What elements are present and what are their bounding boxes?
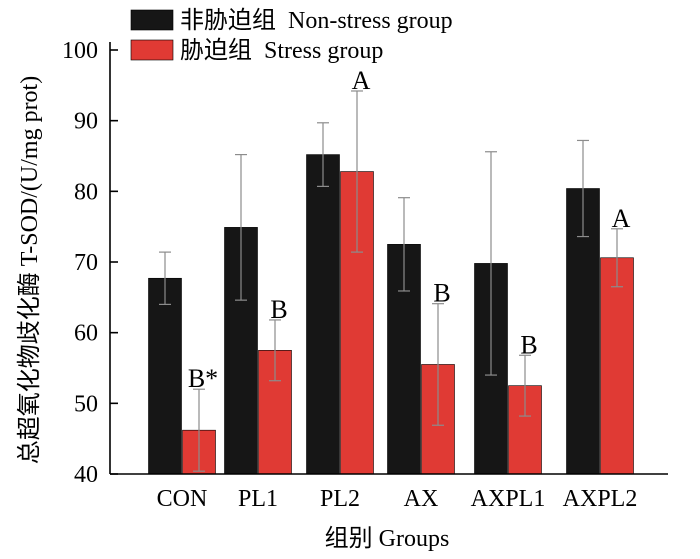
significance-label: A: [612, 204, 631, 233]
bar-stress-axpl2: [600, 257, 634, 475]
y-axis: 40 50 60 70 80 90 100: [62, 38, 118, 488]
bars-group: [148, 154, 634, 475]
y-tick-label: 50: [74, 391, 98, 417]
significance-label: B: [433, 279, 450, 308]
y-axis-title: 总超氧化物歧化酶 T-SOD/(U/mg prot): [16, 76, 43, 464]
significance-label: A: [352, 66, 371, 95]
x-axis: CON PL1 PL2 AX AXPL1 AXPL2: [110, 473, 668, 512]
x-tick-label: AXPL1: [471, 486, 546, 512]
legend: 非胁迫组 Non-stress group 胁迫组 Stress group: [130, 7, 453, 64]
legend-swatch-non-stress: [130, 9, 174, 31]
bar-non-stress-con: [148, 277, 182, 475]
annotations-group: B* B A B B A: [188, 66, 631, 393]
y-tick-label: 60: [74, 321, 98, 347]
legend-label-non-stress: 非胁迫组 Non-stress group: [180, 7, 453, 34]
significance-label: B*: [188, 364, 218, 393]
legend-label-stress: 胁迫组 Stress group: [180, 37, 383, 64]
x-axis-title: 组别 Groups: [325, 525, 450, 552]
x-tick-label: AX: [404, 486, 439, 512]
x-tick-label: PL2: [320, 486, 360, 512]
significance-label: B: [270, 295, 287, 324]
x-tick-label: CON: [157, 486, 208, 512]
x-tick-label: PL1: [238, 486, 278, 512]
y-tick-label: 40: [74, 462, 98, 488]
y-tick-label: 70: [74, 250, 98, 276]
significance-label: B: [520, 330, 537, 359]
bar-non-stress-pl2: [306, 154, 340, 475]
y-tick-label: 80: [74, 179, 98, 205]
x-tick-label: AXPL2: [563, 486, 638, 512]
y-tick-label: 100: [62, 38, 98, 64]
legend-swatch-stress: [130, 39, 174, 61]
error-bars-group: [159, 90, 623, 472]
y-tick-label: 90: [74, 109, 98, 135]
bar-stress-pl2: [340, 171, 374, 475]
